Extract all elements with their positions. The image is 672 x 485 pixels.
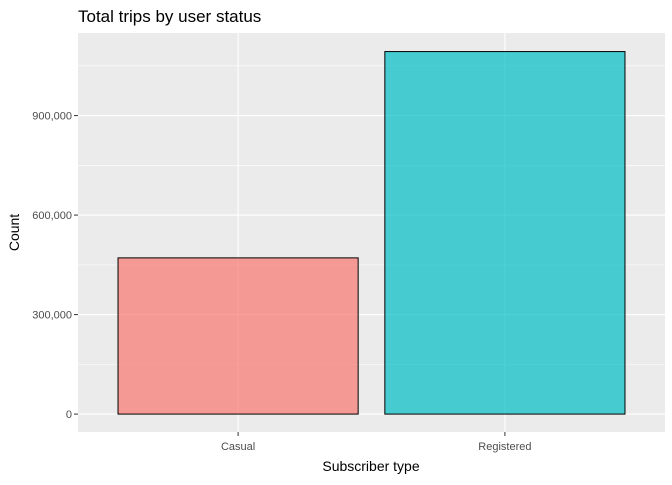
- chart-title: Total trips by user status: [78, 7, 261, 26]
- y-tick-label: 900,000: [32, 111, 72, 123]
- bars: [117, 51, 626, 415]
- y-tick-label: 0: [66, 409, 72, 421]
- y-tick-label: 300,000: [32, 310, 72, 322]
- x-tick-label: Registered: [478, 441, 531, 453]
- bar-registered: [384, 51, 626, 415]
- bar-casual: [117, 257, 359, 415]
- x-tick-label: Casual: [221, 441, 255, 453]
- axes: 0 300,000 600,000 900,000 Casual Registered: [32, 111, 531, 453]
- y-tick-label: 600,000: [32, 210, 72, 222]
- y-axis-label: Count: [6, 214, 22, 251]
- x-axis-label: Subscriber type: [322, 458, 419, 474]
